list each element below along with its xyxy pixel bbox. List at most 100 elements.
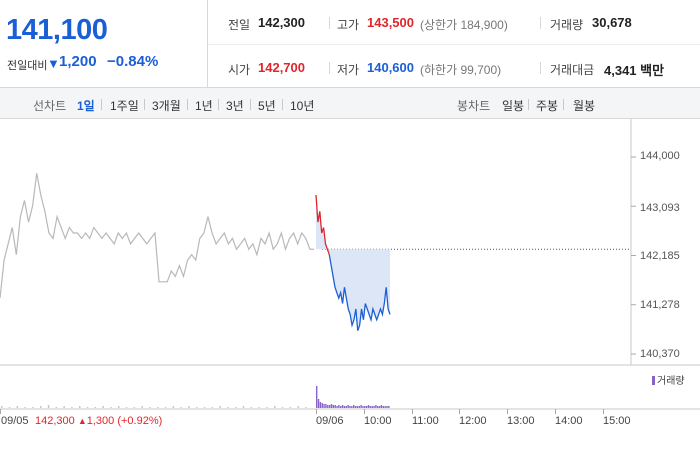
period-toolbar: 선차트 1일 1주일 3개월 1년 3년 5년 10년 봉차트 일봉 주봉 월봉 bbox=[0, 88, 700, 119]
volume-value: 30,678 bbox=[592, 15, 632, 30]
volume-bar bbox=[365, 406, 368, 408]
volume-bar bbox=[32, 407, 34, 408]
volume-bar bbox=[340, 406, 342, 408]
period-10year[interactable]: 10년 bbox=[290, 99, 315, 113]
volume-bar bbox=[94, 407, 97, 408]
y-tick-label: 144,000 bbox=[640, 150, 680, 162]
volume-bar bbox=[338, 405, 340, 408]
series-today-down-line bbox=[328, 254, 391, 331]
volume-bar bbox=[328, 405, 331, 408]
volume-bar bbox=[219, 406, 221, 408]
candle-daily[interactable]: 일봉 bbox=[502, 99, 525, 113]
volume-bar bbox=[118, 406, 120, 408]
stat-divider bbox=[540, 17, 541, 29]
volume-bar bbox=[345, 406, 347, 408]
price-chart[interactable]: 144,000 143,093 142,185 141,278 140,370 … bbox=[0, 119, 700, 450]
period-1year[interactable]: 1년 bbox=[195, 99, 213, 113]
volume-bar bbox=[281, 407, 284, 408]
volume-bar bbox=[157, 407, 159, 408]
volume-bar bbox=[317, 399, 320, 408]
y-tick-label: 141,278 bbox=[640, 299, 680, 311]
volume-bar bbox=[8, 407, 11, 408]
stat-divider bbox=[540, 62, 541, 74]
volume-bar bbox=[384, 406, 386, 408]
volume-bar bbox=[332, 405, 335, 408]
volume-bar bbox=[203, 407, 206, 408]
volume-bar bbox=[371, 406, 373, 408]
volume-bar bbox=[325, 404, 327, 408]
low-label: 저가 bbox=[337, 63, 360, 77]
series-previous-day-line bbox=[0, 173, 314, 299]
volume-bar bbox=[334, 405, 336, 408]
volume-bar bbox=[133, 407, 136, 408]
row-divider bbox=[208, 44, 700, 45]
upper-limit: (상한가 184,900) bbox=[420, 18, 508, 32]
volume-bar bbox=[369, 406, 372, 408]
volume-bar bbox=[373, 406, 375, 408]
volume-bar bbox=[321, 403, 323, 408]
prev-close-note-pct: (+0.92%) bbox=[117, 415, 163, 427]
volume-bar bbox=[141, 406, 143, 408]
candle-weekly[interactable]: 주봉 bbox=[536, 99, 559, 113]
volume-bar bbox=[353, 405, 355, 408]
change-label: 전일대비 bbox=[7, 60, 48, 72]
stat-divider bbox=[329, 62, 330, 74]
volume-bar bbox=[336, 406, 338, 408]
volume-legend-label: 거래량 bbox=[657, 376, 685, 387]
series-today-up-line bbox=[315, 194, 330, 255]
volume-bar bbox=[386, 406, 388, 408]
trading-value-label: 거래대금 bbox=[550, 63, 595, 77]
x-tick-label: 15:00 bbox=[603, 415, 631, 427]
volume-bar bbox=[40, 406, 42, 408]
x-tick-label: 11:00 bbox=[412, 415, 439, 427]
volume-bar bbox=[316, 386, 318, 408]
chart-plot bbox=[0, 119, 700, 414]
volume-legend: 거래량 bbox=[652, 372, 685, 387]
volume-bar bbox=[274, 406, 276, 408]
toolbar-divider bbox=[218, 99, 219, 110]
toolbar-divider bbox=[563, 99, 564, 110]
period-3month[interactable]: 3개월 bbox=[152, 99, 181, 113]
period-1day[interactable]: 1일 bbox=[77, 99, 95, 113]
prev-close-note-price: 142,300 bbox=[35, 415, 75, 427]
line-chart-label: 선차트 bbox=[33, 99, 67, 113]
y-tick-label: 140,370 bbox=[640, 348, 680, 360]
volume-bar bbox=[362, 406, 364, 408]
volume-bar bbox=[356, 406, 359, 408]
toolbar-divider bbox=[282, 99, 283, 110]
volume-bar bbox=[172, 406, 175, 408]
volume-legend-swatch bbox=[652, 376, 655, 385]
volume-bar bbox=[388, 406, 390, 408]
open-label: 시가 bbox=[228, 63, 251, 77]
volume-bar bbox=[319, 402, 322, 408]
y-tick-label: 142,185 bbox=[640, 250, 680, 262]
low-value: 140,600 bbox=[367, 60, 414, 75]
volume-bar bbox=[180, 407, 182, 408]
period-3year[interactable]: 3년 bbox=[226, 99, 244, 113]
volume-bar bbox=[71, 407, 73, 408]
candle-chart-label: 봉차트 bbox=[457, 99, 491, 113]
volume-bar bbox=[211, 407, 214, 408]
price-box: 141,100 전일대비 ▼ 1,200 −0.84% bbox=[0, 0, 208, 88]
volume-bar bbox=[196, 407, 198, 408]
candle-monthly[interactable]: 월봉 bbox=[573, 99, 596, 113]
volume-bar bbox=[377, 406, 379, 408]
toolbar-divider bbox=[101, 99, 102, 110]
volume-bar bbox=[164, 407, 167, 408]
toolbar-divider bbox=[528, 99, 529, 110]
volume-bar bbox=[258, 407, 260, 408]
prev-close-label: 전일 bbox=[228, 18, 251, 32]
high-label: 고가 bbox=[337, 18, 360, 32]
period-1week[interactable]: 1주일 bbox=[110, 99, 139, 113]
volume-bar bbox=[358, 406, 360, 408]
volume-bar bbox=[343, 406, 346, 408]
volume-label: 거래량 bbox=[550, 18, 584, 32]
volume-bar bbox=[79, 406, 81, 408]
x-tick-label: 12:00 bbox=[459, 415, 487, 427]
volume-bar bbox=[188, 406, 190, 408]
volume-bar bbox=[349, 406, 351, 408]
volume-bar bbox=[86, 407, 89, 408]
period-5year[interactable]: 5년 bbox=[258, 99, 276, 113]
volume-bar bbox=[47, 405, 50, 408]
volume-bar bbox=[375, 405, 377, 408]
